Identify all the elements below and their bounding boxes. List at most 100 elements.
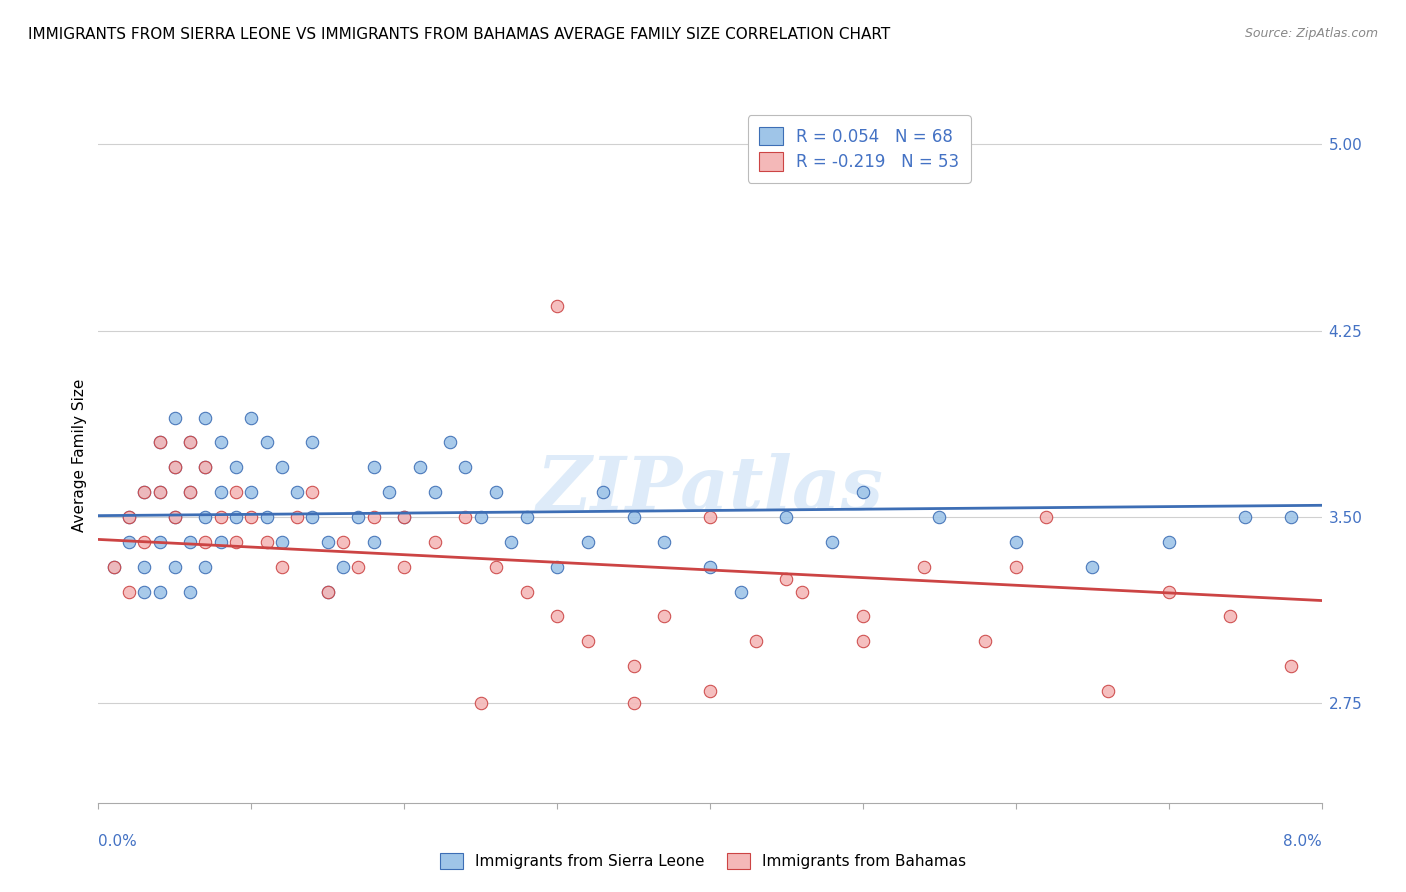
Point bbox=[256, 535, 278, 549]
Point bbox=[225, 535, 247, 549]
Point bbox=[163, 460, 186, 475]
Point bbox=[270, 559, 294, 574]
Point bbox=[179, 535, 201, 549]
Point bbox=[194, 460, 217, 475]
Point bbox=[392, 559, 416, 574]
Point bbox=[652, 609, 675, 624]
Point bbox=[163, 510, 186, 524]
Point bbox=[163, 410, 186, 425]
Point bbox=[316, 584, 339, 599]
Point bbox=[149, 535, 172, 549]
Point bbox=[1035, 510, 1057, 524]
Legend: R = 0.054   N = 68, R = -0.219   N = 53: R = 0.054 N = 68, R = -0.219 N = 53 bbox=[748, 115, 970, 183]
Point bbox=[118, 535, 141, 549]
Point bbox=[149, 435, 172, 450]
Point bbox=[301, 435, 323, 450]
Point bbox=[623, 697, 645, 711]
Point bbox=[149, 485, 172, 500]
Point bbox=[652, 535, 675, 549]
Point bbox=[1004, 559, 1026, 574]
Point bbox=[209, 485, 232, 500]
Point bbox=[209, 510, 232, 524]
Point bbox=[974, 634, 997, 648]
Point bbox=[1279, 510, 1302, 524]
Point bbox=[301, 485, 323, 500]
Y-axis label: Average Family Size: Average Family Size bbox=[72, 378, 87, 532]
Point bbox=[363, 510, 385, 524]
Point bbox=[775, 572, 797, 586]
Point bbox=[134, 485, 156, 500]
Point bbox=[775, 510, 797, 524]
Point bbox=[209, 535, 232, 549]
Point bbox=[194, 460, 217, 475]
Point bbox=[179, 584, 201, 599]
Point bbox=[134, 584, 156, 599]
Point bbox=[194, 559, 217, 574]
Point bbox=[118, 510, 141, 524]
Point bbox=[179, 435, 201, 450]
Point bbox=[745, 634, 768, 648]
Point bbox=[501, 535, 523, 549]
Text: 8.0%: 8.0% bbox=[1282, 834, 1322, 849]
Point bbox=[852, 485, 875, 500]
Point bbox=[1279, 659, 1302, 673]
Point bbox=[821, 535, 844, 549]
Point bbox=[439, 435, 461, 450]
Point bbox=[103, 559, 125, 574]
Text: 0.0%: 0.0% bbox=[98, 834, 138, 849]
Point bbox=[470, 697, 492, 711]
Point bbox=[423, 485, 446, 500]
Point bbox=[163, 559, 186, 574]
Point bbox=[1157, 535, 1180, 549]
Point bbox=[225, 485, 247, 500]
Point bbox=[179, 485, 201, 500]
Point bbox=[256, 510, 278, 524]
Point bbox=[1219, 609, 1241, 624]
Point bbox=[576, 535, 599, 549]
Point bbox=[470, 510, 492, 524]
Point bbox=[592, 485, 614, 500]
Point bbox=[240, 410, 263, 425]
Point bbox=[316, 535, 339, 549]
Point bbox=[194, 510, 217, 524]
Point bbox=[301, 510, 323, 524]
Point bbox=[194, 535, 217, 549]
Point bbox=[408, 460, 430, 475]
Point bbox=[1081, 559, 1104, 574]
Legend: Immigrants from Sierra Leone, Immigrants from Bahamas: Immigrants from Sierra Leone, Immigrants… bbox=[433, 847, 973, 875]
Point bbox=[332, 535, 354, 549]
Point bbox=[516, 584, 538, 599]
Point bbox=[209, 435, 232, 450]
Point bbox=[149, 584, 172, 599]
Point bbox=[256, 435, 278, 450]
Point bbox=[699, 510, 721, 524]
Point bbox=[118, 510, 141, 524]
Point bbox=[699, 559, 721, 574]
Point bbox=[332, 559, 354, 574]
Point bbox=[179, 485, 201, 500]
Point bbox=[546, 299, 568, 313]
Text: IMMIGRANTS FROM SIERRA LEONE VS IMMIGRANTS FROM BAHAMAS AVERAGE FAMILY SIZE CORR: IMMIGRANTS FROM SIERRA LEONE VS IMMIGRAN… bbox=[28, 27, 890, 42]
Point bbox=[1157, 584, 1180, 599]
Point bbox=[225, 510, 247, 524]
Point bbox=[270, 460, 294, 475]
Point bbox=[928, 510, 950, 524]
Point bbox=[285, 510, 308, 524]
Point bbox=[1004, 535, 1026, 549]
Point bbox=[363, 460, 385, 475]
Point bbox=[576, 634, 599, 648]
Point bbox=[316, 584, 339, 599]
Point bbox=[423, 535, 446, 549]
Point bbox=[134, 485, 156, 500]
Point bbox=[1097, 684, 1119, 698]
Point bbox=[392, 510, 416, 524]
Point bbox=[194, 410, 217, 425]
Point bbox=[347, 510, 370, 524]
Point bbox=[103, 559, 125, 574]
Point bbox=[134, 535, 156, 549]
Point bbox=[378, 485, 401, 500]
Point bbox=[546, 609, 568, 624]
Point bbox=[118, 584, 141, 599]
Point bbox=[730, 584, 752, 599]
Point bbox=[699, 684, 721, 698]
